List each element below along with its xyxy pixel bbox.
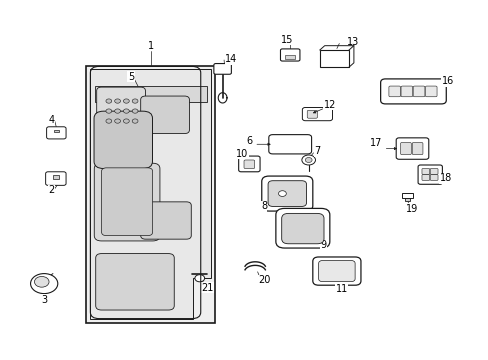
Text: 6: 6 bbox=[246, 136, 252, 147]
FancyBboxPatch shape bbox=[213, 64, 231, 74]
Bar bbox=[285, 55, 294, 59]
FancyBboxPatch shape bbox=[417, 165, 442, 184]
FancyBboxPatch shape bbox=[238, 156, 260, 172]
Circle shape bbox=[132, 109, 138, 113]
FancyBboxPatch shape bbox=[395, 138, 428, 159]
Circle shape bbox=[34, 276, 49, 287]
FancyBboxPatch shape bbox=[97, 87, 145, 134]
Circle shape bbox=[30, 274, 58, 294]
FancyBboxPatch shape bbox=[244, 160, 254, 168]
FancyBboxPatch shape bbox=[94, 111, 152, 168]
FancyBboxPatch shape bbox=[96, 253, 174, 310]
Circle shape bbox=[115, 119, 120, 123]
Text: 11: 11 bbox=[335, 284, 347, 294]
FancyBboxPatch shape bbox=[46, 127, 66, 139]
Circle shape bbox=[106, 99, 112, 103]
Text: 3: 3 bbox=[41, 295, 47, 305]
Bar bbox=[95, 86, 206, 103]
Bar bbox=[404, 194, 409, 202]
FancyBboxPatch shape bbox=[102, 168, 152, 235]
Text: 13: 13 bbox=[346, 37, 358, 47]
Text: 18: 18 bbox=[439, 173, 451, 183]
Circle shape bbox=[132, 99, 138, 103]
FancyBboxPatch shape bbox=[281, 213, 324, 244]
Circle shape bbox=[115, 109, 120, 113]
FancyBboxPatch shape bbox=[318, 261, 354, 282]
Circle shape bbox=[123, 119, 129, 123]
FancyBboxPatch shape bbox=[425, 86, 436, 97]
Bar bbox=[401, 193, 412, 198]
Text: 16: 16 bbox=[441, 76, 453, 86]
Text: 4: 4 bbox=[48, 115, 55, 125]
Text: 14: 14 bbox=[224, 54, 237, 64]
FancyBboxPatch shape bbox=[45, 172, 66, 185]
Text: 15: 15 bbox=[281, 35, 293, 45]
Circle shape bbox=[123, 109, 129, 113]
Circle shape bbox=[106, 119, 112, 123]
FancyBboxPatch shape bbox=[421, 168, 429, 174]
Circle shape bbox=[115, 99, 120, 103]
Circle shape bbox=[301, 155, 315, 165]
FancyBboxPatch shape bbox=[312, 257, 360, 285]
Circle shape bbox=[106, 109, 112, 113]
Text: 20: 20 bbox=[257, 275, 269, 285]
Text: 21: 21 bbox=[201, 283, 213, 293]
Text: 2: 2 bbox=[48, 185, 55, 195]
Text: 17: 17 bbox=[369, 138, 381, 148]
Polygon shape bbox=[90, 68, 211, 319]
FancyBboxPatch shape bbox=[388, 86, 400, 97]
Bar bbox=[319, 50, 348, 67]
FancyBboxPatch shape bbox=[268, 135, 311, 154]
FancyBboxPatch shape bbox=[141, 202, 191, 239]
FancyBboxPatch shape bbox=[411, 143, 422, 155]
Circle shape bbox=[123, 99, 129, 103]
Circle shape bbox=[278, 191, 286, 197]
Circle shape bbox=[132, 119, 138, 123]
Text: 8: 8 bbox=[261, 201, 266, 211]
FancyBboxPatch shape bbox=[421, 175, 429, 180]
FancyBboxPatch shape bbox=[94, 163, 160, 241]
FancyBboxPatch shape bbox=[429, 168, 437, 174]
FancyBboxPatch shape bbox=[412, 86, 424, 97]
Circle shape bbox=[195, 275, 204, 282]
Text: 19: 19 bbox=[406, 203, 418, 213]
FancyBboxPatch shape bbox=[429, 175, 437, 180]
FancyBboxPatch shape bbox=[275, 208, 329, 248]
Circle shape bbox=[305, 157, 311, 162]
FancyBboxPatch shape bbox=[306, 111, 317, 118]
Text: 7: 7 bbox=[314, 147, 320, 157]
Text: 5: 5 bbox=[128, 72, 134, 82]
Text: 12: 12 bbox=[323, 100, 336, 110]
Bar bbox=[86, 66, 215, 323]
FancyBboxPatch shape bbox=[141, 96, 189, 134]
FancyBboxPatch shape bbox=[380, 79, 446, 104]
Text: 1: 1 bbox=[147, 41, 154, 51]
Text: 10: 10 bbox=[236, 149, 248, 159]
FancyBboxPatch shape bbox=[400, 86, 412, 97]
FancyBboxPatch shape bbox=[302, 108, 332, 121]
Bar bbox=[53, 175, 59, 179]
FancyBboxPatch shape bbox=[280, 49, 299, 61]
Bar bbox=[54, 130, 59, 132]
FancyBboxPatch shape bbox=[261, 176, 312, 211]
FancyBboxPatch shape bbox=[400, 143, 410, 155]
FancyBboxPatch shape bbox=[267, 181, 306, 206]
Text: 9: 9 bbox=[320, 240, 325, 250]
